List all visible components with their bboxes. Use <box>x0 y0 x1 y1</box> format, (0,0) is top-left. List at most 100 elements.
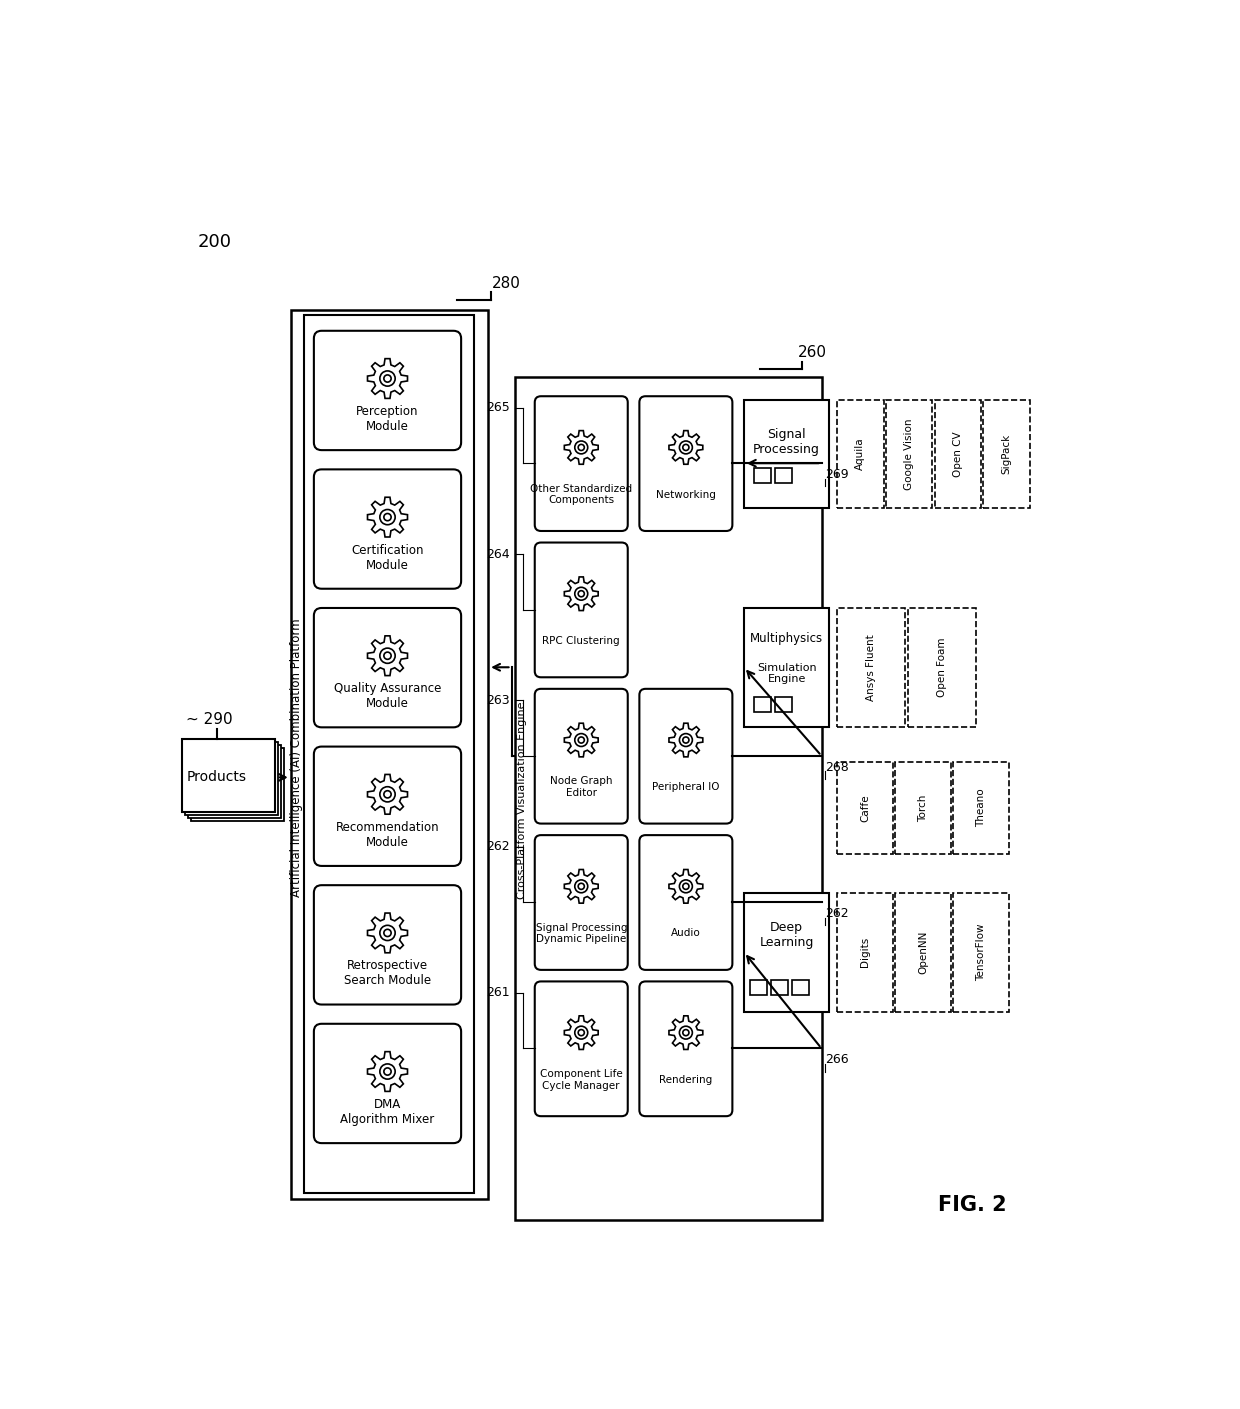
Circle shape <box>575 1026 588 1038</box>
Text: Open Foam: Open Foam <box>936 637 946 697</box>
Text: Cross-Platform Visualization Engine: Cross-Platform Visualization Engine <box>517 702 527 899</box>
Text: Rendering: Rendering <box>660 1075 713 1085</box>
Circle shape <box>379 1064 396 1079</box>
Text: Digits: Digits <box>859 937 870 968</box>
Polygon shape <box>367 635 408 675</box>
Text: Caffe: Caffe <box>859 795 870 821</box>
Circle shape <box>384 513 391 521</box>
Circle shape <box>575 441 588 454</box>
Bar <box>895 762 951 854</box>
FancyBboxPatch shape <box>314 331 461 449</box>
FancyBboxPatch shape <box>534 396 627 531</box>
Text: Signal Processing
Dynamic Pipeline: Signal Processing Dynamic Pipeline <box>536 923 627 944</box>
Bar <box>754 468 771 483</box>
FancyBboxPatch shape <box>314 885 461 1005</box>
Text: Networking: Networking <box>656 489 715 500</box>
Text: DMA
Algorithm Mixer: DMA Algorithm Mixer <box>340 1098 435 1126</box>
Text: Google Vision: Google Vision <box>904 418 914 490</box>
Text: Certification
Module: Certification Module <box>351 544 424 572</box>
Circle shape <box>680 441 692 454</box>
Text: 200: 200 <box>197 234 232 251</box>
Bar <box>182 738 275 812</box>
Polygon shape <box>564 576 598 610</box>
Bar <box>954 762 1009 854</box>
Circle shape <box>384 375 391 382</box>
Bar <box>837 762 893 854</box>
Text: Torch: Torch <box>918 795 928 821</box>
Bar <box>837 607 905 727</box>
FancyBboxPatch shape <box>640 836 733 969</box>
FancyBboxPatch shape <box>314 1024 461 1143</box>
Text: Peripheral IO: Peripheral IO <box>652 782 719 792</box>
Bar <box>837 400 883 507</box>
Bar <box>744 893 830 1012</box>
Bar <box>775 696 792 712</box>
Circle shape <box>680 1026 692 1038</box>
Text: Ansys Fluent: Ansys Fluent <box>866 634 877 700</box>
Circle shape <box>578 883 584 889</box>
Bar <box>754 696 771 712</box>
Bar <box>290 310 489 1199</box>
Circle shape <box>683 883 689 889</box>
Circle shape <box>683 737 689 743</box>
Text: Signal
Processing: Signal Processing <box>753 428 820 457</box>
Circle shape <box>683 1030 689 1036</box>
Bar <box>771 979 789 995</box>
Bar <box>792 979 808 995</box>
Circle shape <box>575 879 588 893</box>
FancyBboxPatch shape <box>534 982 627 1116</box>
Text: 260: 260 <box>799 345 827 359</box>
Text: Artificial Intelligence (AI) Combination Platform: Artificial Intelligence (AI) Combination… <box>290 619 303 898</box>
FancyBboxPatch shape <box>314 607 461 727</box>
Text: OpenNN: OpenNN <box>918 930 928 974</box>
Text: 265: 265 <box>486 402 510 414</box>
Bar <box>935 400 981 507</box>
FancyBboxPatch shape <box>534 689 627 824</box>
Text: 262: 262 <box>486 840 510 854</box>
Circle shape <box>578 1030 584 1036</box>
Text: Deep
Learning: Deep Learning <box>759 921 813 950</box>
FancyBboxPatch shape <box>534 836 627 969</box>
Bar <box>191 748 284 821</box>
Text: 280: 280 <box>492 276 521 290</box>
Bar <box>983 400 1030 507</box>
Polygon shape <box>367 913 408 952</box>
Text: Component Life
Cycle Manager: Component Life Cycle Manager <box>539 1069 622 1091</box>
Circle shape <box>379 926 396 941</box>
Circle shape <box>575 588 588 600</box>
Bar <box>837 893 893 1012</box>
Circle shape <box>578 737 584 743</box>
Text: Products: Products <box>187 771 247 785</box>
Text: 264: 264 <box>486 548 510 561</box>
FancyBboxPatch shape <box>534 542 627 678</box>
Text: Other Standardized
Components: Other Standardized Components <box>531 483 632 506</box>
Text: Recommendation
Module: Recommendation Module <box>336 821 439 848</box>
Text: Quality Assurance
Module: Quality Assurance Module <box>334 682 441 710</box>
Circle shape <box>384 1068 391 1075</box>
Circle shape <box>379 648 396 664</box>
FancyBboxPatch shape <box>314 469 461 589</box>
Bar <box>744 400 830 507</box>
FancyBboxPatch shape <box>640 396 733 531</box>
Circle shape <box>683 444 689 451</box>
Text: 269: 269 <box>826 468 849 482</box>
Text: Audio: Audio <box>671 929 701 938</box>
Circle shape <box>384 790 391 797</box>
Text: Node Graph
Editor: Node Graph Editor <box>551 776 613 797</box>
Polygon shape <box>367 359 408 399</box>
Polygon shape <box>668 431 703 464</box>
Circle shape <box>680 734 692 747</box>
Bar <box>954 893 1009 1012</box>
Bar <box>885 400 932 507</box>
Bar <box>750 979 768 995</box>
Text: Simulation
Engine: Simulation Engine <box>756 662 816 685</box>
Circle shape <box>379 786 396 802</box>
Circle shape <box>575 734 588 747</box>
Bar <box>516 378 821 1220</box>
Bar <box>895 893 951 1012</box>
Bar <box>185 743 278 816</box>
Text: Open CV: Open CV <box>952 431 963 476</box>
Polygon shape <box>367 1051 408 1092</box>
Polygon shape <box>564 869 598 903</box>
Circle shape <box>379 510 396 524</box>
